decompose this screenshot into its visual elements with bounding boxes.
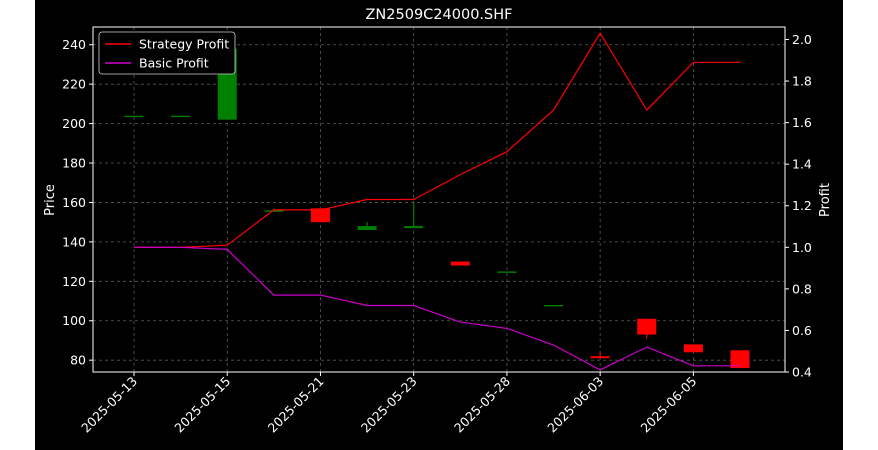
x-tick-label-5: 2025-06-03	[544, 374, 606, 436]
left-tick-label-2: 120	[62, 274, 86, 289]
x-tick-label-1: 2025-05-15	[171, 374, 233, 436]
legend: Strategy Profit Basic Profit	[98, 31, 236, 75]
right-axis-ticks: 0.4 0.6 0.8 1.0 1.2 1.4 1.6 1.8 2.0	[785, 32, 812, 380]
candle-body-2025-06-05	[683, 344, 703, 353]
candle-body-2025-05-28	[497, 271, 517, 273]
left-tick-label-8: 240	[62, 37, 86, 52]
candle-body-2025-05-22	[357, 226, 377, 231]
candle-body-2025-05-27	[450, 261, 470, 266]
right-tick-label-7: 1.8	[792, 74, 812, 89]
left-axis-ticks: 80 100 120 140 160 180 200 220 240	[62, 37, 93, 368]
x-tick-label-0: 2025-05-13	[78, 374, 140, 436]
plot-frame	[92, 26, 786, 373]
legend-label-0: Strategy Profit	[139, 37, 229, 52]
x-tick-label-6: 2025-06-05	[638, 374, 700, 436]
chart-title: ZN2509C24000.SHF	[366, 7, 513, 23]
left-tick-label-4: 160	[62, 195, 86, 210]
legend-box	[98, 31, 236, 75]
right-tick-label-0: 0.4	[792, 365, 812, 380]
x-tick-label-4: 2025-05-28	[451, 373, 513, 435]
left-tick-label-3: 140	[62, 234, 86, 249]
left-tick-label-1: 100	[62, 313, 86, 328]
y-axis-label-right: Profit	[818, 183, 833, 217]
candle-body-2025-05-21	[310, 208, 330, 223]
right-tick-label-5: 1.4	[792, 157, 812, 172]
x-tick-label-3: 2025-05-23	[358, 374, 420, 436]
legend-label-1: Basic Profit	[139, 56, 209, 71]
candle-body-2025-05-16	[264, 210, 284, 212]
left-tick-label-5: 180	[62, 156, 86, 171]
left-tick-label-6: 200	[62, 116, 86, 131]
series-line-0	[134, 32, 740, 248]
series-line-1	[134, 246, 740, 371]
right-tick-label-3: 1.0	[792, 240, 812, 255]
candle-body-2025-06-04	[637, 318, 657, 335]
right-tick-label-2: 0.8	[792, 281, 812, 296]
y-axis-label-left: Price	[43, 184, 58, 216]
candle-body-2025-05-13	[124, 115, 144, 118]
x-tick-label-2: 2025-05-21	[265, 374, 327, 436]
candle-body-2025-06-06	[730, 350, 750, 369]
candlesticks	[124, 48, 750, 369]
grid-lines	[93, 27, 785, 372]
profit-lines	[134, 32, 740, 371]
candle-body-2025-05-29	[544, 304, 564, 307]
right-tick-label-6: 1.6	[792, 115, 812, 130]
figure-background	[35, 0, 843, 450]
right-tick-label-1: 0.6	[792, 323, 812, 338]
candle-body-2025-05-14	[171, 115, 191, 118]
left-tick-label-0: 80	[70, 353, 86, 368]
candle-body-2025-06-03	[590, 356, 610, 359]
left-tick-label-7: 220	[62, 77, 86, 92]
right-tick-label-8: 2.0	[792, 32, 812, 47]
x-axis-ticks: 2025-05-13 2025-05-15 2025-05-21 2025-05-23…	[78, 372, 700, 436]
right-tick-label-4: 1.2	[792, 198, 812, 213]
candle-body-2025-05-23	[404, 226, 424, 229]
